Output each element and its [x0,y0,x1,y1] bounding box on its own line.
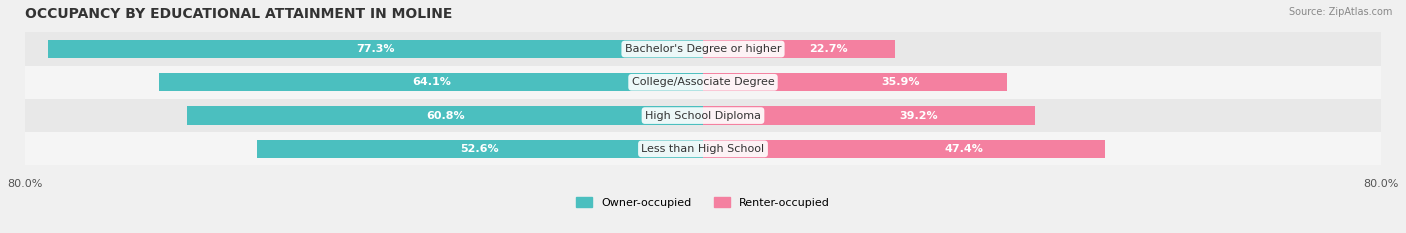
Bar [703,73,1008,91]
Bar [25,99,1381,132]
Text: 52.6%: 52.6% [461,144,499,154]
Legend: Owner-occupied, Renter-occupied: Owner-occupied, Renter-occupied [571,192,835,212]
Text: Source: ZipAtlas.com: Source: ZipAtlas.com [1288,7,1392,17]
Bar [25,132,1381,165]
Text: 39.2%: 39.2% [900,111,938,120]
Bar [703,106,1035,125]
Text: Bachelor's Degree or higher: Bachelor's Degree or higher [624,44,782,54]
Bar [703,140,1105,158]
Bar [25,32,1381,66]
Text: 47.4%: 47.4% [945,144,984,154]
Text: 64.1%: 64.1% [412,77,451,87]
Text: 22.7%: 22.7% [808,44,848,54]
Bar [48,40,703,58]
Bar [25,66,1381,99]
Text: 77.3%: 77.3% [356,44,395,54]
Text: 35.9%: 35.9% [882,77,920,87]
Bar [257,140,703,158]
Bar [703,40,896,58]
Text: College/Associate Degree: College/Associate Degree [631,77,775,87]
Text: OCCUPANCY BY EDUCATIONAL ATTAINMENT IN MOLINE: OCCUPANCY BY EDUCATIONAL ATTAINMENT IN M… [25,7,451,21]
Bar [159,73,703,91]
Text: Less than High School: Less than High School [641,144,765,154]
Text: 60.8%: 60.8% [426,111,464,120]
Text: High School Diploma: High School Diploma [645,111,761,120]
Bar [187,106,703,125]
